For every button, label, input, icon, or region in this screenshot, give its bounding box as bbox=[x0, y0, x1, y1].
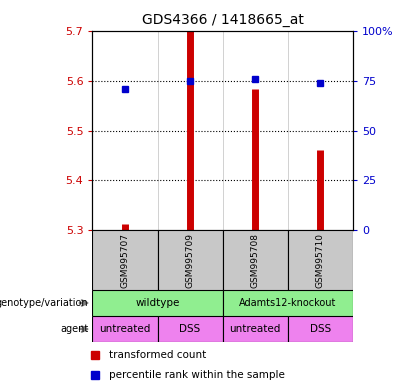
Bar bbox=[92, 290, 223, 316]
Bar bbox=[92, 316, 158, 342]
Text: GSM995708: GSM995708 bbox=[251, 233, 260, 288]
Title: GDS4366 / 1418665_at: GDS4366 / 1418665_at bbox=[142, 13, 304, 27]
Text: DSS: DSS bbox=[310, 324, 331, 334]
Text: percentile rank within the sample: percentile rank within the sample bbox=[109, 370, 285, 380]
Text: GSM995709: GSM995709 bbox=[186, 233, 194, 288]
Text: agent: agent bbox=[60, 324, 88, 334]
Text: Adamts12-knockout: Adamts12-knockout bbox=[239, 298, 336, 308]
Text: genotype/variation: genotype/variation bbox=[0, 298, 88, 308]
Text: untreated: untreated bbox=[99, 324, 151, 334]
Bar bbox=[158, 230, 223, 290]
Text: wildtype: wildtype bbox=[135, 298, 180, 308]
Text: GSM995710: GSM995710 bbox=[316, 233, 325, 288]
Bar bbox=[92, 230, 158, 290]
Text: untreated: untreated bbox=[229, 324, 281, 334]
Bar bbox=[223, 290, 353, 316]
Text: transformed count: transformed count bbox=[109, 350, 206, 360]
Bar bbox=[288, 230, 353, 290]
Bar bbox=[158, 316, 223, 342]
Bar bbox=[223, 316, 288, 342]
Bar bbox=[288, 316, 353, 342]
Bar bbox=[223, 230, 288, 290]
Text: DSS: DSS bbox=[179, 324, 201, 334]
Text: GSM995707: GSM995707 bbox=[121, 233, 129, 288]
